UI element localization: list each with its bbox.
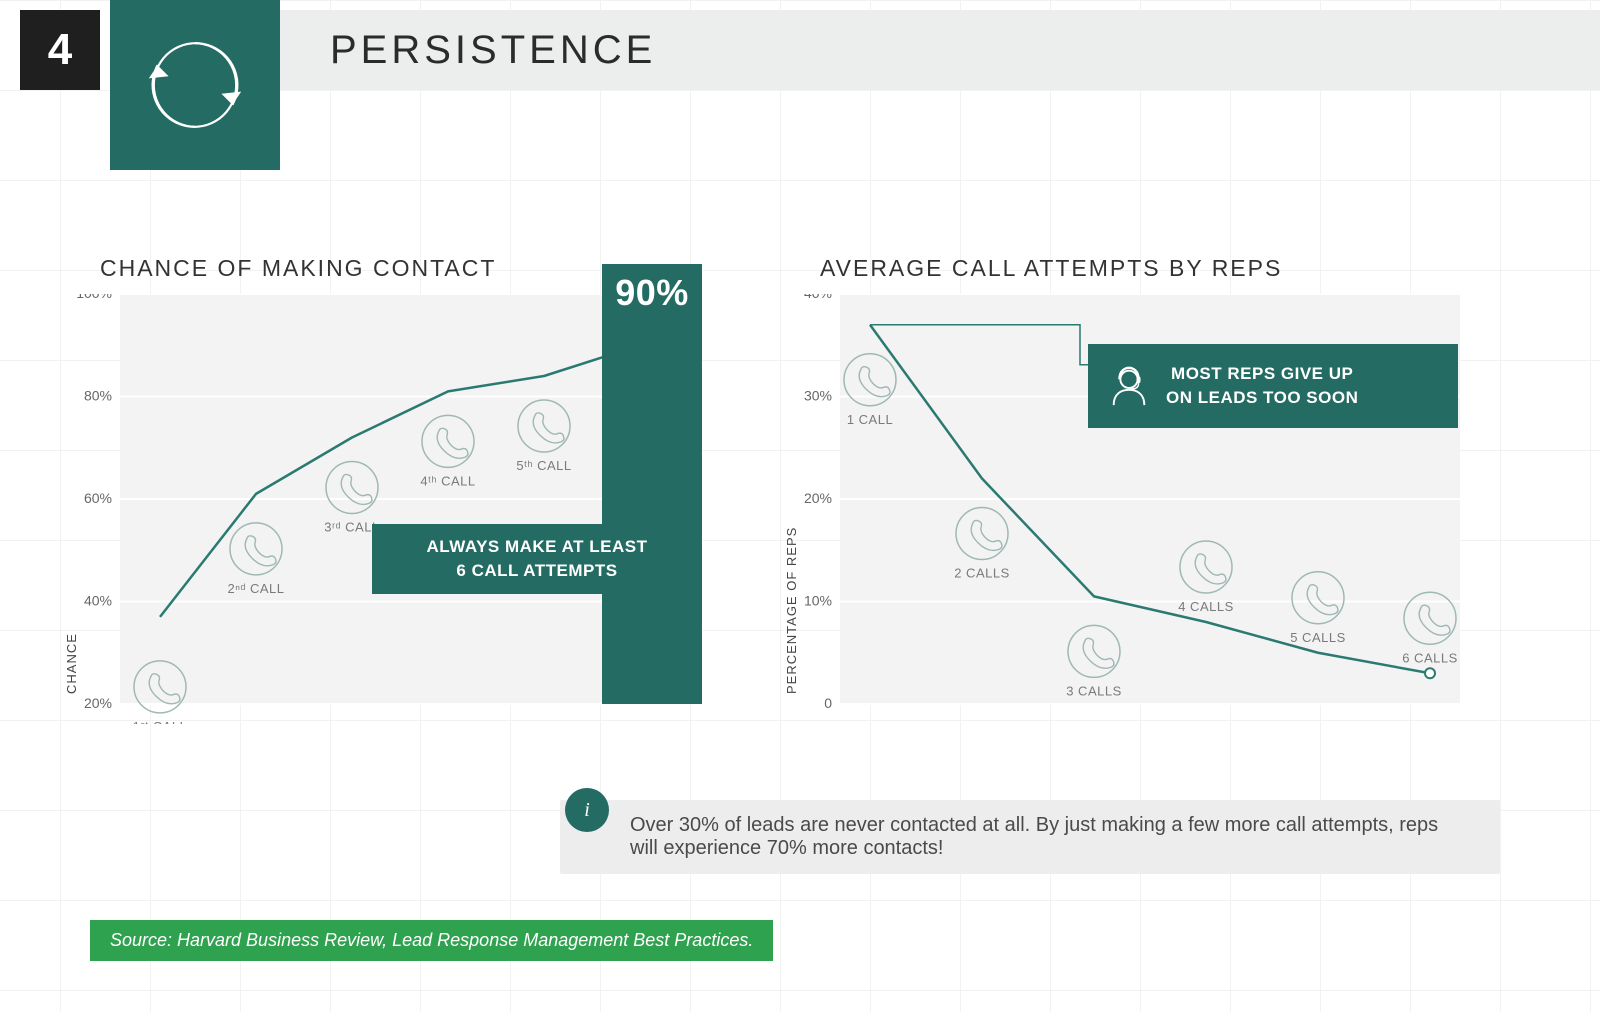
svg-text:60%: 60% xyxy=(84,490,112,506)
svg-text:0: 0 xyxy=(824,695,832,711)
source-citation: Source: Harvard Business Review, Lead Re… xyxy=(90,920,773,961)
svg-text:6 CALLS: 6 CALLS xyxy=(1402,650,1458,665)
section-number-badge: 4 xyxy=(20,10,100,90)
chart-contact-chance: CHANCE OF MAKING CONTACT 20%40%60%80%100… xyxy=(60,255,700,724)
svg-text:4ᵗʰ CALL: 4ᵗʰ CALL xyxy=(420,473,475,488)
title-bar: PERSISTENCE xyxy=(280,10,1600,90)
svg-text:1ˢᵗ CALL: 1ˢᵗ CALL xyxy=(133,719,188,724)
svg-text:2ⁿᵈ CALL: 2ⁿᵈ CALL xyxy=(227,581,284,596)
svg-text:5ᵗʰ CALL: 5ᵗʰ CALL xyxy=(516,458,571,473)
svg-text:3 CALLS: 3 CALLS xyxy=(1066,683,1122,698)
svg-text:40%: 40% xyxy=(804,294,832,301)
chart-rep-attempts: AVERAGE CALL ATTEMPTS BY REPS 0 10% 20% 30%… xyxy=(780,255,1500,724)
svg-text:20%: 20% xyxy=(804,490,832,506)
svg-text:PERCENTAGE OF REPS: PERCENTAGE OF REPS xyxy=(784,527,799,694)
chart2-callout-text: MOST REPS GIVE UP ON LEADS TOO SOON xyxy=(1166,362,1358,410)
svg-text:80%: 80% xyxy=(84,388,112,404)
svg-text:100%: 100% xyxy=(76,294,112,301)
tip-text: Over 30% of leads are never contacted at… xyxy=(630,814,1438,859)
refresh-icon-tile xyxy=(110,0,280,170)
chart2-box: 0 10% 20% 30% 40% PERCENTAGE OF REPS 1 CALL 2 C… xyxy=(780,294,1500,724)
section-number: 4 xyxy=(48,25,72,75)
svg-text:CHANCE: CHANCE xyxy=(64,633,79,694)
chart1-highlight-column: 90% xyxy=(602,264,702,704)
tip-bar: Over 30% of leads are never contacted at… xyxy=(560,800,1500,874)
chart2-callout: MOST REPS GIVE UP ON LEADS TOO SOON xyxy=(1088,344,1458,428)
refresh-cycle-icon xyxy=(140,30,250,140)
page-title: PERSISTENCE xyxy=(330,28,656,73)
svg-text:5 CALLS: 5 CALLS xyxy=(1290,630,1346,645)
svg-text:30%: 30% xyxy=(804,388,832,404)
chart1-highlight-value: 90% xyxy=(615,272,689,314)
svg-text:2 CALLS: 2 CALLS xyxy=(954,566,1010,581)
chart1-box: 20%40%60%80%100%CHANCE1ˢᵗ CALL2ⁿᵈ CALL3ʳ… xyxy=(60,294,700,724)
headset-rep-icon xyxy=(1106,363,1152,409)
svg-text:40%: 40% xyxy=(84,593,112,609)
svg-text:4 CALLS: 4 CALLS xyxy=(1178,599,1234,614)
chart1-callout: ALWAYS MAKE AT LEAST 6 CALL ATTEMPTS xyxy=(372,524,702,594)
svg-text:10%: 10% xyxy=(804,593,832,609)
chart2-title: AVERAGE CALL ATTEMPTS BY REPS xyxy=(780,255,1500,282)
svg-text:20%: 20% xyxy=(84,695,112,711)
info-icon: i xyxy=(565,788,609,832)
svg-text:1 CALL: 1 CALL xyxy=(847,412,893,427)
